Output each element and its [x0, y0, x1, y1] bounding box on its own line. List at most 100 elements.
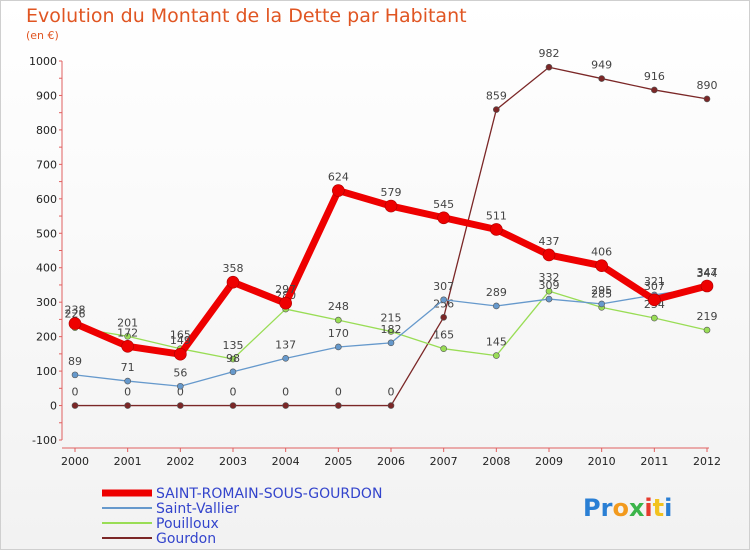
data-label: 98 — [226, 352, 240, 365]
data-label: 170 — [328, 327, 349, 340]
data-label: 406 — [591, 246, 612, 259]
data-label: 437 — [539, 235, 560, 248]
y-tick-label: 700 — [36, 158, 57, 171]
x-tick-label: 2001 — [114, 455, 142, 468]
data-point — [598, 75, 605, 82]
data-label: 0 — [230, 386, 237, 399]
series-layer: 0 0 0 0 0 0 0256859982949916890226201165135280… — [65, 47, 718, 409]
y-tick-label: 1000 — [29, 55, 57, 68]
data-label: 332 — [539, 271, 560, 284]
data-label: 0 — [388, 386, 395, 399]
data-label: 238 — [65, 304, 86, 317]
data-point — [595, 259, 608, 272]
data-label: 165 — [433, 329, 454, 342]
data-label: 56 — [173, 366, 187, 379]
chart-subtitle: (en €) — [26, 29, 59, 42]
series-2: 89 71 56 98 137 170 182 307 289 309 295 321 344 — [68, 267, 718, 390]
data-label: 309 — [539, 279, 560, 292]
data-point — [282, 402, 289, 409]
data-label: 307 — [433, 280, 454, 293]
data-label: 149 — [170, 334, 191, 347]
data-label: 307 — [644, 280, 665, 293]
data-point — [440, 314, 447, 321]
x-tick-label: 2002 — [166, 455, 194, 468]
data-point — [279, 296, 292, 310]
data-point — [335, 402, 342, 409]
data-label: 358 — [223, 262, 244, 275]
data-label: 0 — [282, 386, 289, 399]
data-point — [440, 296, 447, 304]
y-tick-label: 0 — [50, 400, 57, 413]
x-tick-label: 2006 — [377, 455, 405, 468]
data-point — [542, 248, 556, 262]
x-tick-label: 2009 — [535, 455, 563, 468]
data-point — [174, 347, 187, 361]
y-tick-label: -100 — [32, 434, 57, 447]
data-label: 248 — [328, 300, 349, 313]
data-point — [648, 293, 661, 307]
logo-letter: i — [664, 494, 672, 522]
data-point — [700, 279, 714, 293]
data-point — [282, 355, 289, 362]
data-point — [387, 402, 395, 409]
data-label: 289 — [486, 286, 507, 299]
x-tick-label: 2005 — [324, 455, 352, 468]
logo-letter: P — [583, 494, 601, 522]
data-label: 0 — [72, 386, 79, 399]
data-point — [121, 339, 134, 353]
logo-letter: x — [629, 494, 645, 522]
data-label: 226 — [65, 308, 86, 321]
data-point — [71, 371, 79, 379]
x-tick-label: 2003 — [219, 455, 247, 468]
data-label: 0 — [124, 386, 131, 399]
data-point — [545, 63, 553, 71]
data-point — [335, 343, 342, 351]
data-label: 201 — [117, 316, 138, 329]
data-point — [440, 345, 447, 352]
data-label: 215 — [381, 311, 402, 324]
logo-letter: i — [644, 494, 652, 522]
data-point — [68, 317, 82, 330]
data-label: 71 — [121, 361, 135, 374]
x-tick-label: 2012 — [693, 455, 721, 468]
x-tick-label: 2010 — [588, 455, 616, 468]
data-point — [387, 339, 395, 347]
y-tick-label: 600 — [36, 193, 57, 206]
chart-title: Evolution du Montant de la Dette par Hab… — [26, 5, 467, 27]
x-tick-label: 2007 — [430, 455, 458, 468]
data-label: 89 — [68, 355, 82, 368]
legend-label: SAINT-ROMAIN-SOUS-GOURDON — [156, 486, 382, 502]
data-label: 0 — [335, 386, 342, 399]
data-point — [124, 377, 131, 385]
y-tick-label: 500 — [36, 227, 57, 240]
data-point — [335, 316, 342, 324]
data-point — [177, 402, 184, 409]
y-tick-label: 200 — [36, 331, 57, 344]
data-point — [651, 86, 658, 94]
axes: -100010020030040050060070080090010002000… — [29, 55, 721, 468]
data-label: 949 — [591, 59, 612, 72]
data-point — [490, 223, 503, 236]
data-label: 135 — [223, 339, 244, 352]
y-tick-label: 800 — [36, 124, 57, 137]
data-point — [226, 275, 240, 289]
data-label: 297 — [275, 283, 296, 296]
data-label: 182 — [381, 323, 402, 336]
data-label: 295 — [591, 284, 612, 297]
data-label: 511 — [486, 209, 507, 222]
data-point — [545, 295, 553, 303]
data-point — [493, 106, 500, 113]
data-label: 165 — [170, 329, 191, 342]
data-point — [229, 402, 237, 409]
y-tick-label: 400 — [36, 262, 57, 275]
x-tick-label: 2000 — [61, 455, 89, 468]
data-point — [384, 199, 398, 213]
y-tick-label: 100 — [36, 365, 57, 378]
logo-letter: r — [601, 494, 613, 522]
logo-letter: o — [612, 494, 629, 522]
data-point — [387, 328, 395, 335]
data-point — [177, 382, 184, 390]
data-label: 347 — [697, 266, 718, 279]
